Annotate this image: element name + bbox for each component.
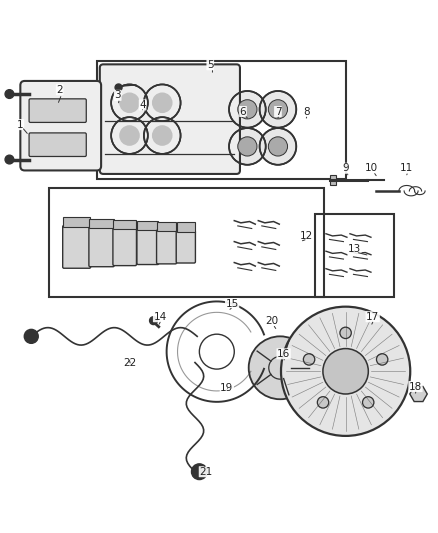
FancyBboxPatch shape xyxy=(138,221,158,230)
Text: 2: 2 xyxy=(57,85,63,95)
Circle shape xyxy=(111,84,148,121)
Text: 10: 10 xyxy=(365,163,378,173)
Circle shape xyxy=(120,126,139,145)
Circle shape xyxy=(152,126,172,145)
Text: 11: 11 xyxy=(400,163,413,173)
Circle shape xyxy=(144,84,180,121)
Text: 16: 16 xyxy=(277,349,290,359)
Text: 3: 3 xyxy=(114,91,121,100)
Circle shape xyxy=(144,117,180,154)
Circle shape xyxy=(191,464,207,480)
Circle shape xyxy=(268,100,288,119)
Text: 22: 22 xyxy=(123,358,136,368)
Text: 15: 15 xyxy=(226,298,239,309)
Text: 9: 9 xyxy=(343,163,349,173)
Circle shape xyxy=(363,397,374,408)
Circle shape xyxy=(249,336,311,399)
Circle shape xyxy=(340,327,351,338)
Circle shape xyxy=(318,397,328,408)
FancyBboxPatch shape xyxy=(137,229,159,264)
FancyBboxPatch shape xyxy=(156,230,177,264)
Circle shape xyxy=(150,317,157,325)
Text: 18: 18 xyxy=(409,382,422,392)
Text: 6: 6 xyxy=(240,107,246,117)
Text: 14: 14 xyxy=(153,312,167,322)
FancyBboxPatch shape xyxy=(157,222,176,231)
FancyBboxPatch shape xyxy=(29,99,86,123)
FancyBboxPatch shape xyxy=(113,228,137,265)
Circle shape xyxy=(323,349,368,394)
Circle shape xyxy=(281,306,410,436)
Text: 1: 1 xyxy=(17,119,24,130)
Circle shape xyxy=(304,354,315,365)
Text: 4: 4 xyxy=(139,100,146,110)
FancyBboxPatch shape xyxy=(100,64,240,174)
Circle shape xyxy=(229,128,266,165)
FancyBboxPatch shape xyxy=(113,220,136,229)
Circle shape xyxy=(152,93,172,112)
Text: 21: 21 xyxy=(199,467,212,477)
Circle shape xyxy=(260,128,296,165)
FancyBboxPatch shape xyxy=(29,133,86,157)
Circle shape xyxy=(238,137,257,156)
Circle shape xyxy=(268,137,288,156)
FancyBboxPatch shape xyxy=(89,219,114,228)
Circle shape xyxy=(115,84,122,91)
Circle shape xyxy=(5,155,14,164)
Text: 19: 19 xyxy=(220,383,233,393)
Text: 5: 5 xyxy=(207,60,214,70)
Circle shape xyxy=(5,90,14,99)
Text: 12: 12 xyxy=(300,231,313,241)
Text: 17: 17 xyxy=(366,312,379,322)
Text: 20: 20 xyxy=(265,316,278,326)
FancyBboxPatch shape xyxy=(177,222,195,232)
Circle shape xyxy=(24,329,38,343)
FancyBboxPatch shape xyxy=(176,231,195,263)
FancyBboxPatch shape xyxy=(89,227,114,266)
Text: 7: 7 xyxy=(275,107,281,117)
FancyBboxPatch shape xyxy=(20,81,101,171)
Circle shape xyxy=(238,100,257,119)
FancyBboxPatch shape xyxy=(63,217,90,227)
Circle shape xyxy=(260,91,296,128)
Text: 8: 8 xyxy=(303,107,310,117)
Circle shape xyxy=(377,354,388,365)
Circle shape xyxy=(120,93,139,112)
Circle shape xyxy=(111,117,148,154)
FancyBboxPatch shape xyxy=(63,225,91,268)
Text: 13: 13 xyxy=(348,244,361,254)
Circle shape xyxy=(229,91,266,128)
FancyBboxPatch shape xyxy=(330,175,336,185)
